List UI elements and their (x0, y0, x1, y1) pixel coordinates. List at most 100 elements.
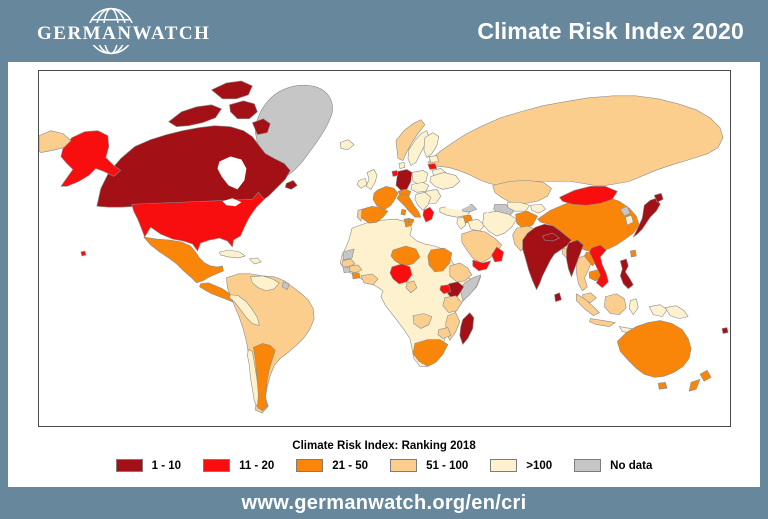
header-bar: GERMANWATCH Climate Risk Index 2020 (0, 0, 768, 62)
region-angola (412, 313, 433, 329)
legend-item-no-data: No data (574, 459, 652, 472)
region-uganda (439, 284, 452, 295)
region-alaska (60, 130, 122, 187)
region-peru-ecuador (229, 294, 260, 326)
region-sumatra (576, 293, 600, 316)
region-levant (456, 216, 467, 230)
region-canada-arctic-2 (211, 80, 253, 100)
region-sweden (407, 130, 430, 166)
region-sri-lanka (554, 292, 562, 302)
region-balkans (414, 192, 432, 211)
region-mexico (143, 236, 224, 284)
legend-swatch-no-data (574, 459, 602, 472)
region-guyana (281, 281, 290, 291)
region-ivory-coast-ghana (360, 273, 379, 286)
region-denmark (398, 162, 406, 169)
region-java (589, 318, 616, 327)
region-finland (423, 132, 440, 158)
region-nepal (542, 232, 560, 242)
region-borneo (604, 293, 627, 315)
region-ethiopia (449, 262, 473, 283)
legend-label-21-50: 21 - 50 (332, 459, 369, 472)
region-yemen (472, 259, 491, 272)
region-canada-arctic-4 (252, 118, 271, 135)
region-fiji (721, 327, 729, 334)
region-uk (365, 169, 378, 190)
region-guinea-bissau (342, 266, 352, 274)
legend-swatch-gt100 (490, 459, 518, 472)
region-oman (491, 246, 504, 263)
region-norway (395, 119, 426, 161)
region-germany (395, 169, 413, 191)
region-western-sahara (342, 248, 355, 261)
legend-label-gt100: >100 (526, 459, 553, 472)
region-mongolia (559, 186, 618, 206)
footer-url: www.germanwatch.org/en/cri (241, 491, 527, 514)
region-czech-hungary (410, 182, 430, 193)
region-taiwan (629, 249, 637, 258)
region-guinea (348, 264, 363, 274)
legend-label-no-data: No data (610, 459, 653, 472)
choropleth-world-map (39, 71, 730, 426)
region-hispaniola (249, 257, 262, 265)
legend-label-11-20: 11 - 20 (239, 459, 275, 472)
black-sea (441, 196, 470, 211)
region-venezuela (250, 275, 280, 292)
region-iran (482, 210, 517, 237)
region-new-zealand-south (688, 378, 701, 392)
great-lakes (222, 198, 242, 207)
content-panel: Climate Risk Index: Ranking 2018 1 - 10 … (8, 62, 760, 487)
region-afghanistan (515, 210, 538, 230)
region-uzbekistan (507, 201, 530, 212)
region-portugal (356, 208, 363, 222)
region-benelux (391, 170, 399, 177)
region-north-korea (620, 205, 631, 217)
legend-swatch-11-20 (203, 459, 231, 472)
region-senegal (341, 258, 356, 268)
region-south-africa (412, 339, 449, 367)
region-sierra-leone (351, 272, 361, 280)
legend-title: Climate Risk Index: Ranking 2018 (292, 440, 476, 452)
region-ukraine (429, 172, 461, 190)
region-italy (396, 193, 422, 218)
region-kazakhstan (492, 180, 552, 204)
legend-row: 1 - 10 11 - 20 21 - 50 51 - 100 >100 No … (8, 459, 760, 472)
legend-item-21-50: 21 - 50 (296, 459, 368, 472)
region-canada-arctic-3 (229, 100, 258, 120)
region-south-korea (625, 214, 634, 226)
region-poland (411, 170, 429, 185)
region-japan-hokkaido (653, 193, 664, 203)
region-vietnam (589, 244, 609, 289)
region-newfoundland (284, 180, 298, 190)
region-zimbabwe (437, 327, 452, 339)
logo-wordmark: GERMANWATCH (34, 23, 214, 45)
region-canada-arctic-1 (168, 104, 222, 127)
region-madagascar (459, 312, 475, 345)
hudson-bay (217, 156, 247, 190)
region-australia (617, 320, 692, 378)
region-niger (390, 245, 421, 267)
caspian-sea (477, 190, 494, 214)
region-nigeria (389, 263, 413, 285)
page-title: Climate Risk Index 2020 (477, 17, 744, 44)
world-map (38, 70, 731, 427)
region-philippines (620, 258, 634, 290)
germanwatch-logo: GERMANWATCH (26, 0, 276, 62)
region-france (372, 186, 399, 210)
region-greece (422, 206, 435, 223)
region-chukotka (39, 130, 72, 153)
legend-item-1-10: 1 - 10 (115, 459, 181, 472)
region-ireland (356, 178, 368, 189)
region-lithuania (427, 163, 438, 170)
region-papua-new-guinea (664, 305, 689, 319)
region-cameroon (405, 280, 418, 294)
region-estonia-latvia (428, 155, 440, 163)
region-tanzania (442, 295, 463, 313)
region-west-papua (648, 304, 668, 317)
region-argentina (253, 343, 276, 412)
region-sicily (407, 218, 415, 224)
legend-item-11-20: 11 - 20 (203, 459, 274, 472)
region-hawaii (80, 250, 87, 257)
region-russia (427, 95, 724, 186)
region-tasmania (657, 381, 668, 390)
